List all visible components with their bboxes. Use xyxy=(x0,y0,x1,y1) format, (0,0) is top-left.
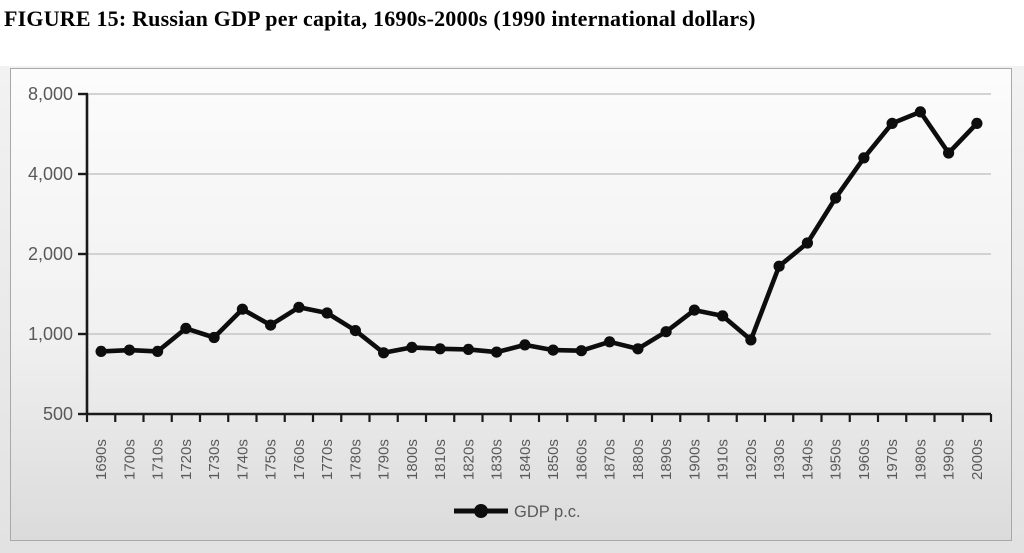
x-axis-tick-label-1720s: 1720s xyxy=(178,439,195,480)
data-point-1930s xyxy=(773,260,785,272)
data-point-1940s xyxy=(801,237,814,249)
data-point-1920s xyxy=(745,334,757,346)
x-axis-tick-label-1770s: 1770s xyxy=(319,439,336,480)
y-axis-tick-label: 1,000 xyxy=(28,324,73,344)
data-point-1980s xyxy=(914,106,927,118)
x-axis-tick-label-2000s: 2000s xyxy=(969,439,986,480)
data-point-1850s xyxy=(547,344,559,356)
y-axis-tick-label: 500 xyxy=(43,404,73,424)
x-axis-tick-label-1870s: 1870s xyxy=(602,439,619,480)
x-axis-tick-label-1690s: 1690s xyxy=(93,439,110,480)
data-point-1760s xyxy=(293,301,305,313)
legend-label: GDP p.c. xyxy=(514,503,581,521)
x-axis-tick-label-1700s: 1700s xyxy=(121,439,138,480)
data-point-1960s xyxy=(858,152,870,164)
x-axis-tick-label-1820s: 1820s xyxy=(460,439,477,480)
x-axis-tick-label-1740s: 1740s xyxy=(234,439,251,480)
data-point-1900s xyxy=(688,304,701,316)
data-point-1800s xyxy=(406,341,418,353)
data-point-1770s xyxy=(321,307,333,319)
x-axis-tick-label-1860s: 1860s xyxy=(573,439,590,480)
data-point-1730s xyxy=(208,331,220,344)
data-point-1890s xyxy=(660,326,672,338)
x-axis-tick-label-1930s: 1930s xyxy=(771,439,788,480)
x-axis-tick-label-1810s: 1810s xyxy=(432,439,449,480)
data-point-1690s xyxy=(95,345,107,357)
x-axis-tick-label-1960s: 1960s xyxy=(856,439,873,480)
figure-title: FIGURE 15: Russian GDP per capita, 1690s… xyxy=(4,6,756,31)
x-axis-tick-label-1890s: 1890s xyxy=(658,439,675,480)
data-point-1870s xyxy=(604,336,616,348)
x-axis-tick-label-1980s: 1980s xyxy=(912,439,929,480)
data-point-1790s xyxy=(378,347,390,359)
data-point-1840s xyxy=(519,339,531,351)
x-axis-tick-label-1780s: 1780s xyxy=(347,439,364,480)
x-axis-tick-label-1990s: 1990s xyxy=(941,439,958,480)
x-axis-tick-label-1900s: 1900s xyxy=(686,439,703,480)
data-point-1780s xyxy=(349,325,361,337)
data-point-1950s xyxy=(830,192,842,204)
data-point-1710s xyxy=(152,345,164,357)
data-point-1720s xyxy=(180,322,192,334)
chart-frame: 500 1,000 2,000 4,000 8,000 1690s 1700s 1710s 17… xyxy=(10,68,1012,541)
x-axis-tick-label-1760s: 1760s xyxy=(291,439,308,480)
data-point-1880s xyxy=(632,343,644,355)
data-point-1740s xyxy=(236,303,248,315)
x-axis-tick-label-1790s: 1790s xyxy=(376,439,393,480)
data-point-1990s xyxy=(943,147,955,159)
data-point-1830s xyxy=(491,346,503,358)
data-point-1820s xyxy=(462,343,474,355)
x-axis-tick-label-1750s: 1750s xyxy=(263,439,280,480)
x-axis-tick-label-1950s: 1950s xyxy=(828,439,845,480)
y-axis-tick-label: 8,000 xyxy=(28,84,73,104)
x-axis-tick-label-1850s: 1850s xyxy=(545,439,562,480)
data-point-1750s xyxy=(265,319,277,331)
y-axis-tick-label: 2,000 xyxy=(28,244,73,264)
legend-marker-sample xyxy=(474,504,488,518)
data-point-1700s xyxy=(123,344,135,356)
x-axis-tick-label-1840s: 1840s xyxy=(517,439,534,480)
x-axis-tick-label-1880s: 1880s xyxy=(630,439,647,480)
data-point-1970s xyxy=(886,117,898,129)
gdp-series-line xyxy=(98,109,980,356)
chart-svg: 500 1,000 2,000 4,000 8,000 1690s 1700s 1710s 17… xyxy=(28,84,993,521)
x-axis-tick-label-1710s: 1710s xyxy=(150,439,167,480)
x-axis-tick-label-1800s: 1800s xyxy=(404,439,421,480)
y-axis-tick-label: 4,000 xyxy=(28,164,73,184)
x-axis-tick-label-1970s: 1970s xyxy=(884,439,901,480)
x-axis-tick-label-1830s: 1830s xyxy=(489,439,506,480)
x-axis-tick-label-1910s: 1910s xyxy=(715,439,732,480)
data-point-2000s xyxy=(971,117,983,129)
data-point-1860s xyxy=(575,345,588,357)
x-axis-tick-label-1920s: 1920s xyxy=(743,439,760,480)
data-point-1810s xyxy=(434,343,446,355)
x-axis-tick-label-1940s: 1940s xyxy=(799,439,816,480)
x-axis-tick-label-1730s: 1730s xyxy=(206,439,223,480)
data-point-1910s xyxy=(717,310,729,322)
